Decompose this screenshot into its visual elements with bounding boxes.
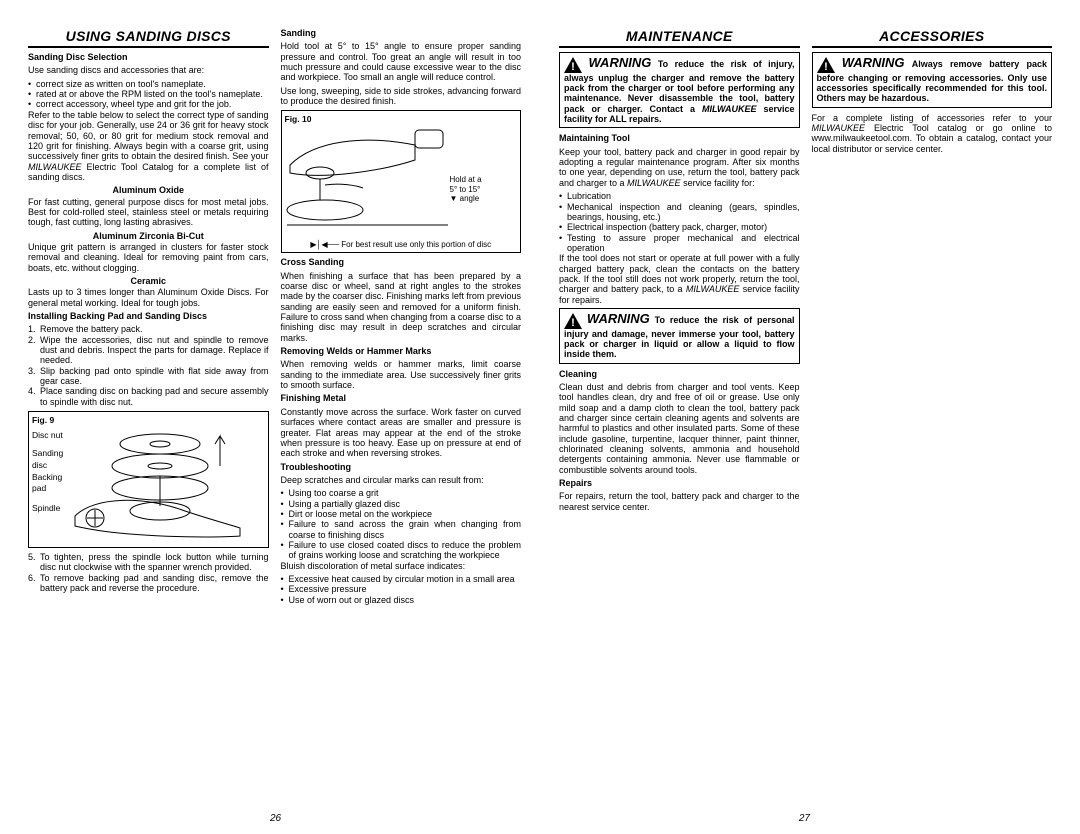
text: Use long, sweeping, side to side strokes… (281, 86, 522, 107)
text: For fast cutting, general purpose discs … (28, 197, 269, 228)
step-4: 4.Place sanding disc on backing pad and … (28, 386, 269, 407)
figure-10: Fig. 10 Hold at a 5° to 15° (281, 110, 522, 253)
subhead-zirconia: Aluminum Zirconia Bi-Cut (28, 231, 269, 241)
warning-box-3: ! WARNING Always remove battery pack bef… (812, 52, 1053, 108)
page-number-right: 27 (799, 813, 810, 824)
subhead-cleaning: Cleaning (559, 369, 800, 379)
text: Unique grit pattern is arranged in clust… (28, 242, 269, 273)
step-5: 5.To tighten, press the spindle lock but… (28, 552, 269, 573)
subhead-sanding: Sanding (281, 28, 522, 38)
text: Keep your tool, battery pack and charger… (559, 147, 800, 188)
text: Use sanding discs and accessories that a… (28, 65, 269, 75)
text: Bluish discoloration of metal surface in… (281, 561, 522, 571)
text: Refer to the table below to select the c… (28, 110, 269, 182)
section-title-using: USING SANDING DISCS (28, 28, 269, 48)
subhead-repairs: Repairs (559, 478, 800, 488)
fig10-label: Fig. 10 (285, 114, 312, 124)
column-1: USING SANDING DISCS Sanding Disc Selecti… (22, 28, 275, 784)
fig9-label: Fig. 9 (32, 415, 54, 425)
step-3: 3.Slip backing pad onto spindle with fla… (28, 366, 269, 387)
text: Hold tool at 5° to 15° angle to ensure p… (281, 41, 522, 82)
step-6: 6.To remove backing pad and sanding disc… (28, 573, 269, 594)
column-3: MAINTENANCE ! WARNING To reduce the risk… (553, 28, 806, 784)
svg-text:!: ! (571, 61, 575, 73)
svg-text:!: ! (824, 61, 828, 73)
text: When removing welds or hammer marks, lim… (281, 359, 522, 390)
text: Deep scratches and circular marks can re… (281, 475, 522, 485)
bullet: •correct size as written on tool's namep… (28, 79, 269, 89)
text: Constantly move across the surface. Work… (281, 407, 522, 459)
subhead-ceramic: Ceramic (28, 276, 269, 286)
page-number-left: 26 (270, 813, 281, 824)
subhead-disc-selection: Sanding Disc Selection (28, 52, 269, 62)
bullet: •rated at or above the RPM listed on the… (28, 89, 269, 99)
fig9-drawing (65, 426, 245, 544)
bullet: •correct accessory, wheel type and grit … (28, 99, 269, 109)
text: For repairs, return the tool, battery pa… (559, 491, 800, 512)
text: Clean dust and debris from charger and t… (559, 382, 800, 475)
subhead-aluminum-oxide: Aluminum Oxide (28, 185, 269, 195)
subhead-maintaining: Maintaining Tool (559, 133, 800, 143)
warning-icon: ! (564, 313, 582, 329)
warning-icon: ! (564, 57, 582, 73)
text: When finishing a surface that has been p… (281, 271, 522, 343)
text: For a complete listing of accessories re… (812, 113, 1053, 154)
step-1: 1.Remove the battery pack. (28, 324, 269, 334)
warning-icon: ! (817, 57, 835, 73)
page-gutter (527, 28, 553, 784)
column-4: ACCESSORIES ! WARNING Always remove batt… (806, 28, 1059, 784)
warning-box-2: ! WARNING To reduce the risk of personal… (559, 308, 800, 364)
warning-box-1: ! WARNING To reduce the risk of injury, … (559, 52, 800, 128)
subhead-finishing-metal: Finishing Metal (281, 393, 522, 403)
text: Lasts up to 3 times longer than Aluminum… (28, 287, 269, 308)
step-2: 2.Wipe the accessories, disc nut and spi… (28, 335, 269, 366)
figure-9: Fig. 9 Disc nut Sanding disc Backing pad… (28, 411, 269, 548)
text: If the tool does not start or operate at… (559, 253, 800, 305)
page-spread: USING SANDING DISCS Sanding Disc Selecti… (0, 0, 1080, 804)
svg-text:!: ! (571, 317, 575, 329)
subhead-troubleshooting: Troubleshooting (281, 462, 522, 472)
subhead-installing: Installing Backing Pad and Sanding Discs (28, 311, 269, 321)
column-2: Sanding Hold tool at 5° to 15° angle to … (275, 28, 528, 784)
fig10-drawing (285, 125, 450, 240)
section-title-maintenance: MAINTENANCE (559, 28, 800, 48)
subhead-cross-sanding: Cross Sanding (281, 257, 522, 267)
subhead-removing-welds: Removing Welds or Hammer Marks (281, 346, 522, 356)
section-title-accessories: ACCESSORIES (812, 28, 1053, 48)
